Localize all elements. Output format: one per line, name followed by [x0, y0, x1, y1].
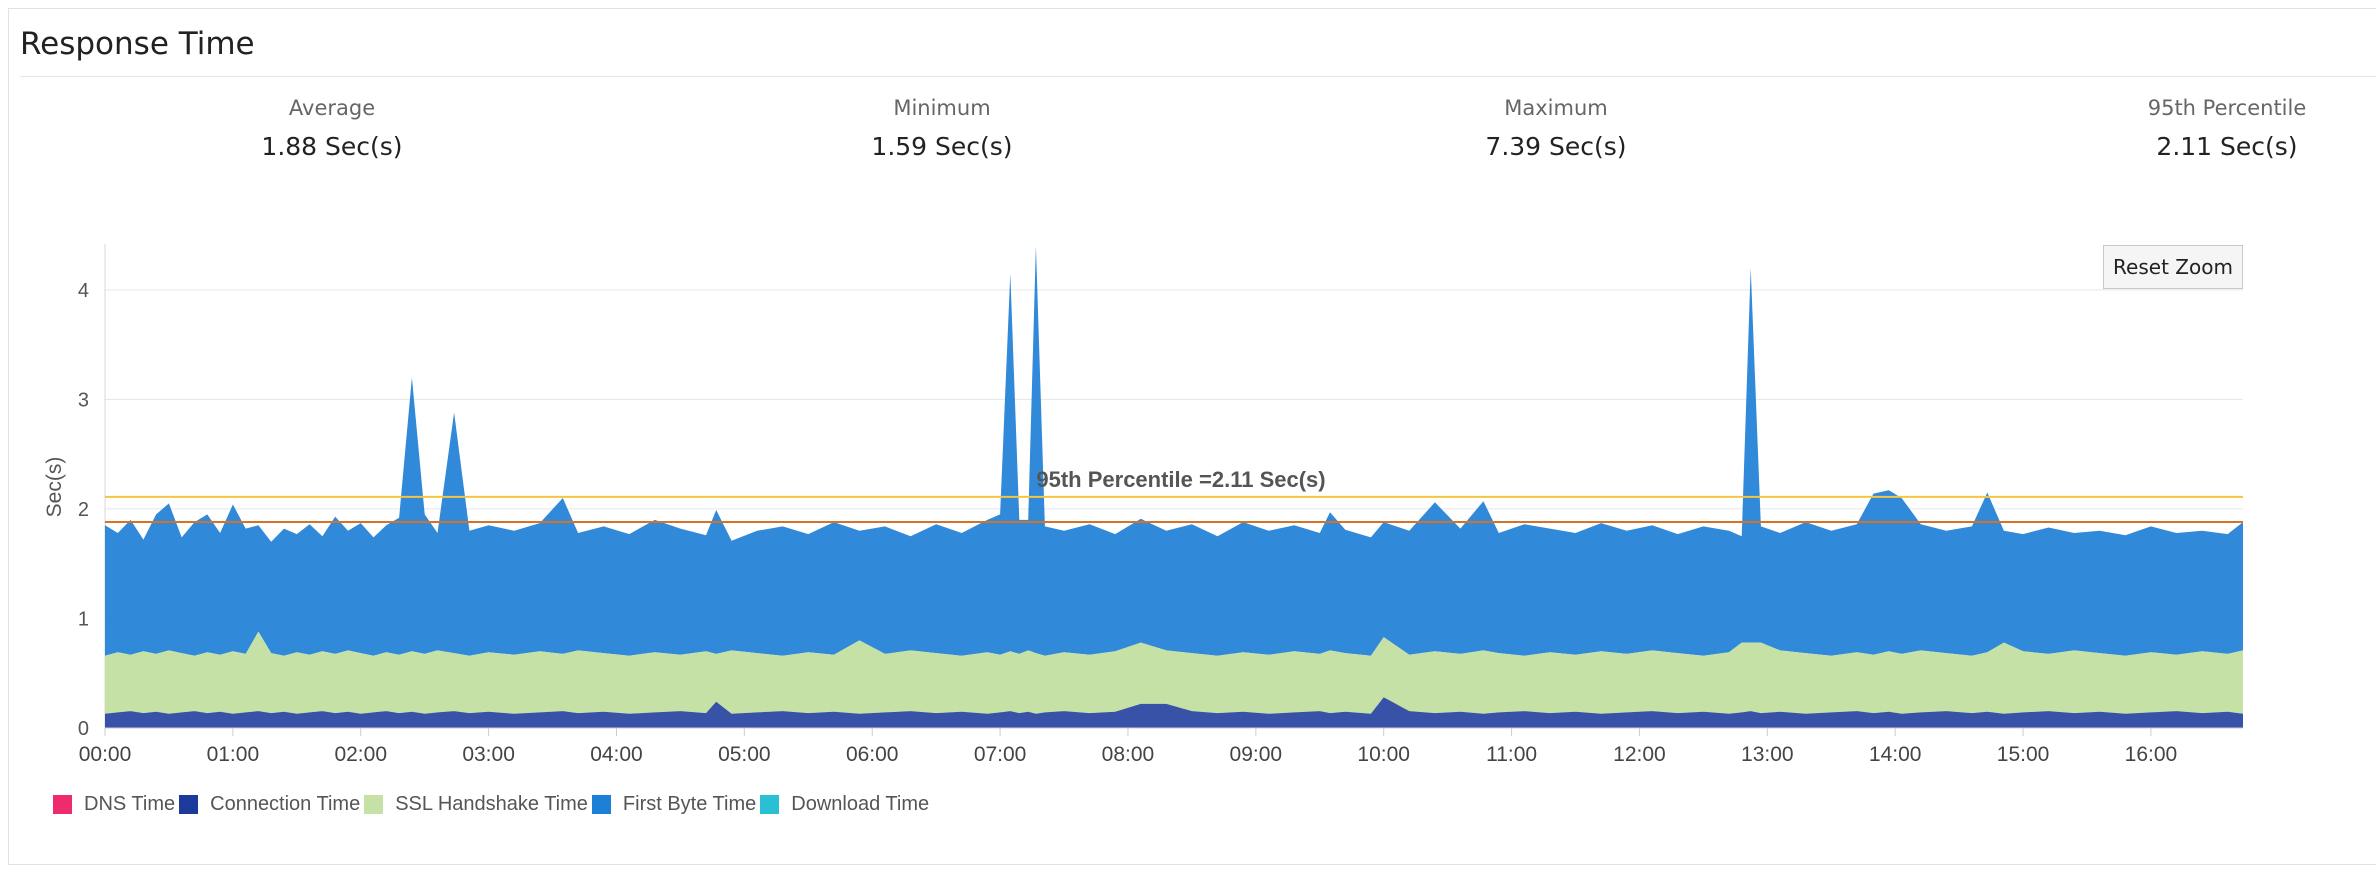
legend-swatch: [179, 795, 199, 814]
stat-95th-percentile-value: 2.11 Sec(s): [2156, 132, 2298, 161]
stat-minimum-value: 1.59 Sec(s): [871, 132, 1013, 161]
stat-minimum-label: Minimum: [893, 96, 991, 120]
x-tick-label: 08:00: [1102, 743, 1155, 766]
legend-label: SSL Handshake Time: [395, 793, 588, 815]
legend-item[interactable]: First Byte Time: [591, 793, 757, 816]
x-tick-label: 16:00: [2125, 743, 2178, 766]
legend-swatch: [760, 795, 780, 814]
x-tick-label: 00:00: [79, 743, 132, 766]
legend-item[interactable]: SSL Handshake Time: [364, 793, 588, 816]
stat-maximum: Maximum 7.39 Sec(s): [1376, 96, 1736, 161]
x-tick-label: 05:00: [718, 743, 771, 766]
x-tick-label: 12:00: [1613, 743, 1666, 766]
x-tick-label: 07:00: [974, 743, 1027, 766]
x-tick-label: 03:00: [462, 743, 515, 766]
stat-average-value: 1.88 Sec(s): [261, 132, 403, 161]
x-tick-label: 04:00: [590, 743, 643, 766]
stat-95th-percentile-label: 95th Percentile: [2147, 96, 2307, 120]
x-tick-label: 11:00: [1486, 743, 1537, 766]
stat-95th-percentile: 95th Percentile 2.11 Sec(s): [2047, 96, 2376, 161]
legend-label: Connection Time: [210, 793, 361, 815]
x-tick-label: 10:00: [1357, 743, 1410, 766]
series-ssl-handshake-time-area[interactable]: [105, 631, 2243, 714]
chart-legend: DNS Time Connection Time SSL Handshake Tim…: [53, 793, 933, 816]
series-first-byte-time-area[interactable]: [105, 246, 2243, 656]
series-connection-time-area[interactable]: [105, 697, 2243, 728]
legend-label: DNS Time: [84, 793, 176, 815]
x-tick-label: 15:00: [1997, 743, 2050, 766]
y-tick-label: 3: [78, 389, 89, 411]
legend-item[interactable]: Download Time: [760, 793, 929, 816]
x-tick-label: 01:00: [207, 743, 260, 766]
x-tick-label: 02:00: [334, 743, 387, 766]
x-tick-label: 14:00: [1869, 743, 1922, 766]
legend-label: Download Time: [791, 793, 930, 815]
legend-swatch: [591, 795, 611, 814]
legend-label: First Byte Time: [622, 793, 757, 815]
y-axis-title: Sec(s): [43, 457, 66, 518]
y-tick-label: 2: [78, 499, 89, 521]
x-tick-label: 06:00: [846, 743, 899, 766]
stat-average-label: Average: [288, 96, 376, 120]
y-tick-label: 4: [78, 280, 89, 302]
legend-item[interactable]: Connection Time: [179, 793, 360, 816]
panel-title: Response Time: [20, 26, 255, 62]
legend-item[interactable]: DNS Time: [53, 793, 175, 816]
title-divider: [20, 76, 2376, 77]
x-tick-label: 13:00: [1741, 743, 1794, 766]
stat-average: Average 1.88 Sec(s): [152, 96, 512, 161]
percentile-95-label: 95th Percentile =2.11 Sec(s): [1036, 467, 1325, 492]
reset-zoom-button[interactable]: Reset Zoom: [2103, 245, 2243, 289]
y-tick-label: 1: [78, 608, 89, 630]
legend-swatch: [53, 795, 72, 814]
y-tick-label: 0: [78, 718, 89, 740]
stat-minimum: Minimum 1.59 Sec(s): [762, 96, 1122, 161]
legend-swatch: [364, 795, 384, 814]
stat-maximum-label: Maximum: [1504, 96, 1608, 120]
stat-maximum-value: 7.39 Sec(s): [1485, 132, 1627, 161]
x-tick-label: 09:00: [1230, 743, 1283, 766]
